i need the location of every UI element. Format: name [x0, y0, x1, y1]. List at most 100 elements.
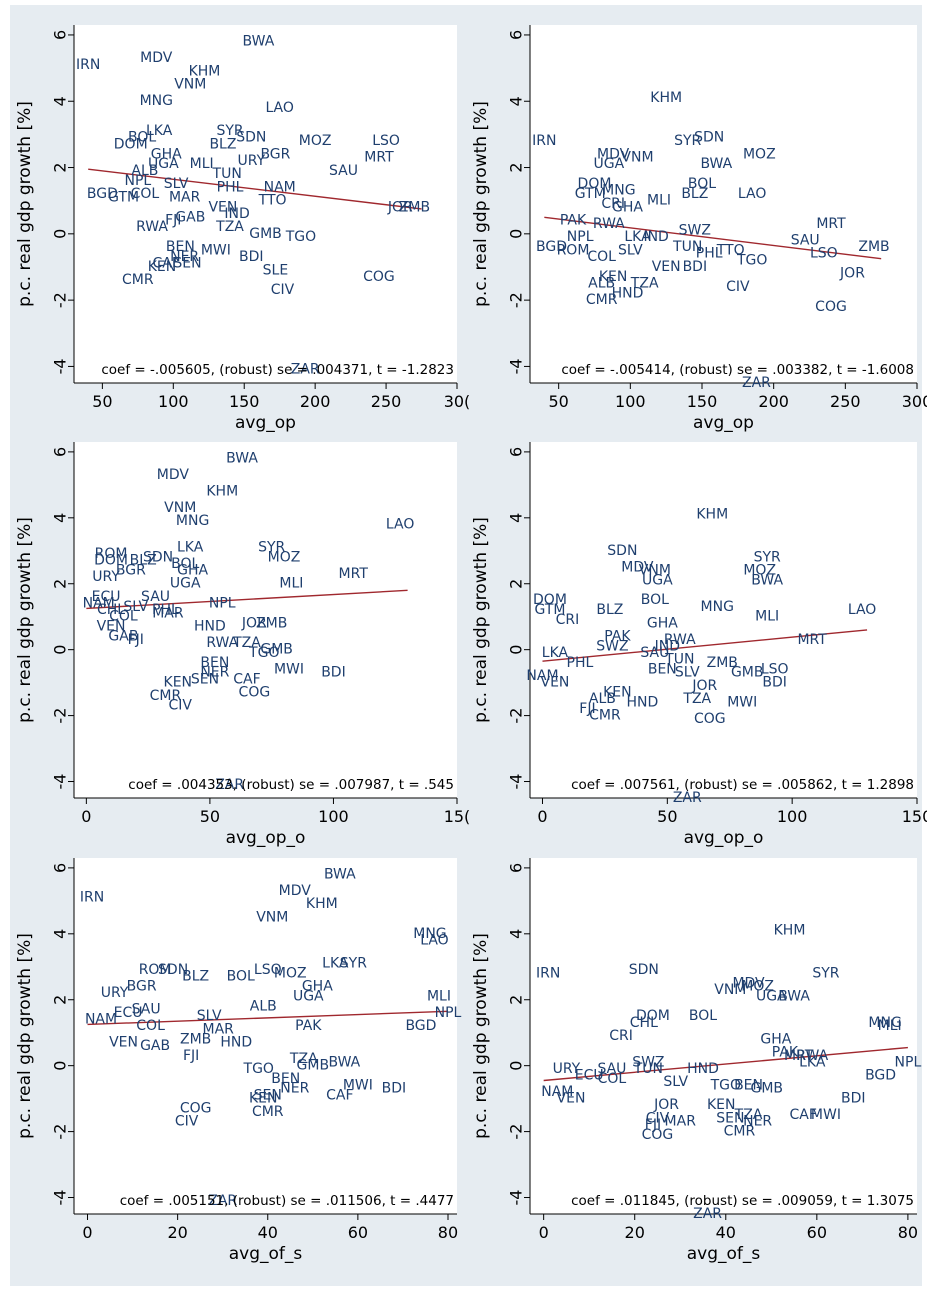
- point-label: MOZ: [274, 965, 307, 981]
- x-tick-label: 150: [687, 392, 718, 411]
- point-label: DOM: [94, 553, 128, 569]
- y-tick-label: -2: [51, 708, 70, 724]
- point-label: URY: [101, 985, 129, 1001]
- point-label: CHL: [630, 1015, 658, 1031]
- point-label: MNG: [701, 599, 734, 615]
- point-label: NER: [170, 249, 199, 265]
- point-label: FJI: [579, 701, 595, 717]
- point-label: GHA: [612, 199, 643, 215]
- point-label: RWA: [796, 1048, 828, 1064]
- point-label: VNM: [714, 982, 746, 998]
- point-label: HND: [220, 1035, 252, 1051]
- point-label: NPL: [895, 1054, 922, 1070]
- point-label: GMB: [731, 665, 764, 681]
- point-label: SEN: [716, 1110, 744, 1126]
- point-label: BGD: [87, 186, 118, 202]
- point-label: DOM: [636, 1008, 670, 1024]
- point-label: UGA: [293, 988, 324, 1004]
- point-label: VEN: [652, 259, 681, 275]
- point-label: CMR: [252, 1104, 284, 1120]
- point-label: VNM: [164, 500, 196, 516]
- x-tick-label: 150: [902, 807, 927, 826]
- point-label: KEN: [707, 1097, 736, 1113]
- point-label: SWZ: [679, 223, 711, 239]
- x-tick-label: 50: [200, 807, 220, 826]
- point-label: MOZ: [743, 563, 776, 579]
- point-label: BDI: [239, 249, 264, 265]
- point-label: HND: [626, 694, 658, 710]
- y-tick-label: 4: [51, 513, 70, 523]
- point-label: TUN: [664, 652, 694, 668]
- point-label: ZAR: [742, 375, 771, 391]
- point-label: ZAR: [291, 362, 320, 378]
- point-label: BGR: [260, 146, 290, 162]
- point-label: BWA: [243, 34, 275, 50]
- point-label: VNM: [621, 150, 653, 166]
- point-label: BLZ: [596, 602, 623, 618]
- point-label: TGO: [248, 645, 279, 661]
- y-tick-label: 2: [51, 995, 70, 1005]
- point-label: BOL: [688, 176, 716, 192]
- point-label: CMR: [150, 688, 182, 704]
- point-label: ECU: [575, 1068, 604, 1084]
- point-label: MNG: [140, 93, 173, 109]
- point-label: ZMB: [399, 199, 430, 215]
- plot-area: [74, 25, 457, 383]
- y-axis-label: p.c. real gdp growth [%]: [15, 517, 35, 723]
- y-tick-label: -4: [507, 1190, 526, 1206]
- point-label: LKA: [799, 1054, 826, 1070]
- point-label: CHL: [97, 602, 125, 618]
- fitted-line: [544, 216, 882, 260]
- x-tick-label: 100: [318, 807, 349, 826]
- y-tick-label: -4: [51, 358, 70, 374]
- point-label: SLV: [123, 599, 148, 615]
- point-label: RWA: [136, 219, 168, 235]
- point-label: SAU: [329, 163, 358, 179]
- point-label: KEN: [164, 675, 193, 691]
- point-label: BGR: [127, 979, 157, 995]
- regression-note: coef = -.005414, (robust) se = .003382, …: [561, 362, 914, 378]
- scatter-panel-4: -4 -2 0 2 4 6 0 50 100 150 avg_op_o p.c. real gdp g…: [471, 442, 927, 848]
- point-label: CAF: [326, 1087, 353, 1103]
- point-label: ROM: [139, 962, 172, 978]
- point-label: VEN: [541, 675, 570, 691]
- y-tick-label: 6: [51, 30, 70, 40]
- x-tick-label: 0: [537, 807, 547, 826]
- point-label: ALB: [131, 163, 158, 179]
- point-label: TZA: [630, 276, 659, 292]
- point-label: TTO: [716, 242, 745, 258]
- point-label: NPL: [435, 1005, 462, 1021]
- point-label: MAR: [169, 189, 201, 205]
- y-tick-label: 4: [507, 929, 526, 939]
- point-label: BGR: [116, 563, 146, 579]
- point-label: IRN: [76, 57, 100, 73]
- point-label: SYR: [754, 549, 781, 565]
- y-tick-label: -2: [51, 1124, 70, 1140]
- y-tick-label: 0: [51, 645, 70, 655]
- point-label: BEN: [734, 1077, 763, 1093]
- point-label: NER: [280, 1081, 309, 1097]
- x-tick-label: 200: [300, 392, 331, 411]
- point-label: MWI: [201, 242, 231, 258]
- point-label: TUN: [212, 166, 242, 182]
- point-label: ZMB: [707, 655, 738, 671]
- point-label: CIV: [726, 279, 750, 295]
- point-label: URY: [553, 1061, 581, 1077]
- y-tick-label: 2: [507, 162, 526, 172]
- x-tick-label: 50: [92, 392, 112, 411]
- point-label: IND: [643, 229, 668, 245]
- point-label: TTO: [258, 193, 287, 209]
- point-label: JOR: [653, 1097, 679, 1113]
- point-label: COL: [136, 1018, 165, 1034]
- point-label: MLI: [755, 609, 779, 625]
- point-label: SWZ: [632, 1054, 664, 1070]
- point-label: BOL: [171, 556, 199, 572]
- point-label: MAR: [202, 1021, 234, 1037]
- point-label: CIV: [175, 1114, 199, 1130]
- point-label: MRT: [797, 632, 827, 648]
- x-tick-label: 60: [807, 1223, 827, 1242]
- point-label: SYR: [674, 133, 701, 149]
- point-label: SYR: [258, 539, 285, 555]
- point-label: DOM: [578, 176, 612, 192]
- point-label: VNM: [174, 77, 206, 93]
